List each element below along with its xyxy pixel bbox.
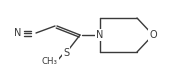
Text: N: N — [14, 28, 22, 38]
Text: S: S — [63, 48, 69, 58]
Text: O: O — [149, 30, 157, 40]
Text: N: N — [96, 30, 104, 40]
Text: CH₃: CH₃ — [42, 58, 58, 67]
